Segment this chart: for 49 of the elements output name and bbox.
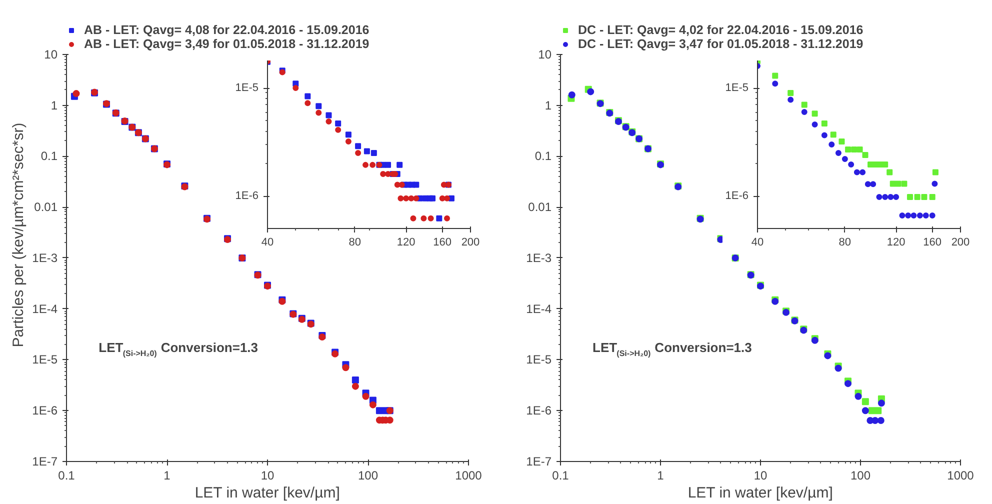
x-tick-label: 0.1: [58, 468, 76, 482]
legend-label: DC - LET: Qavg= 4,02 for 22.04.2016 - 15.09.2016: [578, 23, 864, 37]
x-axis-title: LET in water [kev/µm]: [688, 484, 833, 502]
y-axis-title: Particles per (kev/µm*cm²*sec*sr): [10, 122, 28, 348]
y-tick-label: 1E-3: [526, 250, 552, 265]
y-tick-label: 1E-6: [235, 190, 259, 202]
x-tick-label: 120: [886, 236, 906, 248]
x-tick-label: 200: [461, 236, 480, 248]
x-tick-label: 100: [358, 468, 378, 482]
y-tick-label: 10: [538, 47, 552, 62]
legend-label: AB - LET: Qavg= 3,49 for 01.05.2018 - 31.12.2019: [84, 37, 370, 51]
y-tick-label: 0.01: [34, 200, 58, 214]
y-tick-label: 1E-5: [32, 352, 58, 367]
x-tick-label: 0.1: [552, 468, 570, 482]
x-tick-label: 1000: [455, 468, 482, 482]
y-tick-label: 1E-7: [32, 454, 58, 468]
y-tick-label: 1E-4: [32, 302, 58, 316]
y-tick-label: 1: [50, 98, 58, 112]
x-tick-label: 1000: [947, 468, 974, 482]
y-tick-label: 10: [44, 47, 58, 62]
y-tick-label: 1E-6: [32, 404, 58, 418]
y-tick-label: 1: [544, 98, 552, 112]
x-tick-label: 160: [923, 236, 942, 248]
y-tick-label: 0.1: [534, 149, 552, 164]
x-tick-label: 1: [164, 468, 171, 482]
x-tick-label: 120: [396, 236, 416, 248]
x-tick-label: 10: [260, 468, 274, 482]
x-axis-title: LET in water [kev/µm]: [194, 484, 340, 502]
x-tick-label: 40: [751, 236, 764, 248]
x-tick-label: 40: [261, 236, 274, 248]
y-tick-label: 1E-7: [526, 454, 552, 468]
y-tick-label: 1E-5: [235, 82, 259, 94]
x-tick-label: 160: [433, 236, 452, 248]
legend-label: AB - LET: Qavg= 4,08 for 22.04.2016 - 15.09.2016: [84, 23, 370, 37]
x-tick-label: 80: [838, 236, 852, 248]
y-tick-label: 1E-6: [526, 404, 552, 418]
x-tick-label: 10: [754, 468, 768, 482]
x-tick-label: 1: [657, 468, 664, 482]
x-tick-label: 80: [348, 236, 362, 248]
y-tick-label: 1E-3: [32, 250, 58, 265]
legend-label: DC - LET: Qavg= 3,47 for 01.05.2018 - 31.12.2019: [578, 37, 864, 51]
y-tick-label: 1E-4: [526, 302, 552, 316]
y-tick-label: 0.1: [40, 149, 58, 164]
y-tick-label: 0.01: [528, 200, 552, 214]
y-tick-label: 1E-5: [725, 82, 749, 94]
x-tick-label: 200: [951, 236, 970, 248]
y-tick-label: 1E-6: [725, 190, 749, 202]
y-tick-label: 1E-5: [526, 352, 552, 367]
x-tick-label: 100: [850, 468, 871, 482]
